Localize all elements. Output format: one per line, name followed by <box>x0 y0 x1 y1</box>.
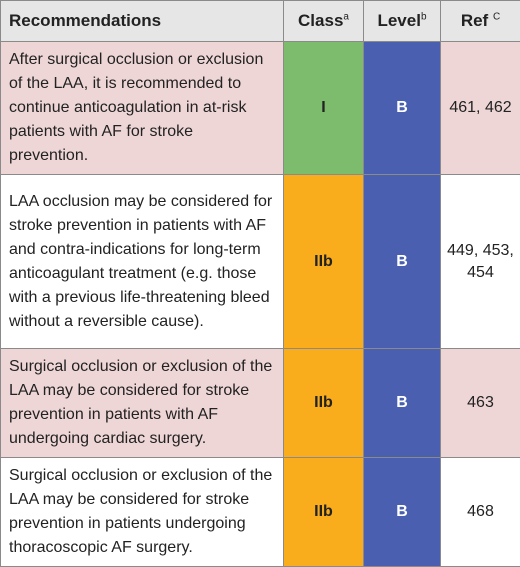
table-row: LAA occlusion may be considered for stro… <box>1 175 520 349</box>
class-cell: IIb <box>284 349 364 458</box>
ref-cell: 461, 462 <box>441 42 520 175</box>
recommendation-text: LAA occlusion may be considered for stro… <box>1 175 284 349</box>
recommendation-text: Surgical occlusion or exclusion of the L… <box>1 458 284 567</box>
ref-cell: 463 <box>441 349 520 458</box>
class-footnote-mark: a <box>343 11 349 22</box>
table-row: Surgical occlusion or exclusion of the L… <box>1 458 520 567</box>
table-row: After surgical occlusion or exclusion of… <box>1 42 520 175</box>
class-cell: IIb <box>284 458 364 567</box>
table-header-row: Recommendations Classa Levelb Ref C <box>1 1 520 42</box>
ref-cell: 468 <box>441 458 520 567</box>
recommendation-text: Surgical occlusion or exclusion of the L… <box>1 349 284 458</box>
header-recommendations: Recommendations <box>1 1 284 42</box>
level-cell: B <box>364 458 441 567</box>
class-cell: IIb <box>284 175 364 349</box>
header-level: Levelb <box>364 1 441 42</box>
header-ref: Ref C <box>441 1 520 42</box>
level-cell: B <box>364 349 441 458</box>
level-cell: B <box>364 42 441 175</box>
header-class: Classa <box>284 1 364 42</box>
recommendation-text: After surgical occlusion or exclusion of… <box>1 42 284 175</box>
level-cell: B <box>364 175 441 349</box>
ref-cell: 449, 453, 454 <box>441 175 520 349</box>
ref-footnote-mark: C <box>493 11 500 22</box>
class-cell: I <box>284 42 364 175</box>
level-footnote-mark: b <box>421 11 427 22</box>
table-row: Surgical occlusion or exclusion of the L… <box>1 349 520 458</box>
